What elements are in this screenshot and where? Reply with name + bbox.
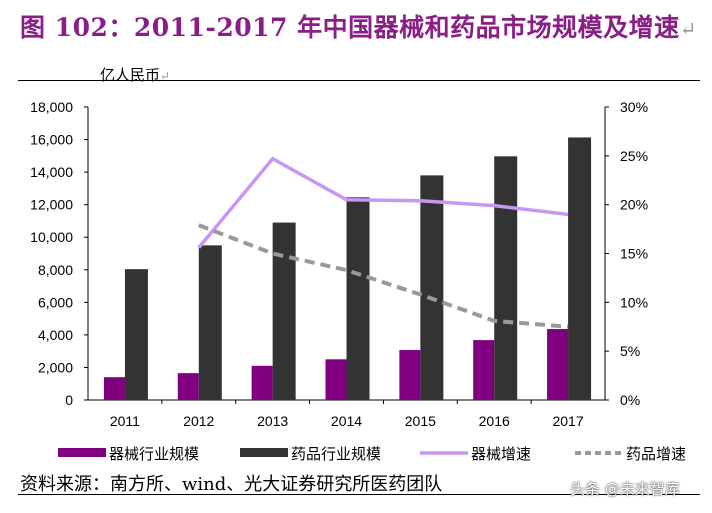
y2-tick-label: 20% <box>620 197 648 213</box>
bar-device <box>103 377 125 400</box>
y2-tick-label: 0% <box>620 392 640 408</box>
bottom-rule <box>18 494 700 495</box>
unit-label: 亿人民币↵ <box>100 66 171 84</box>
y-tick-label: 2,000 <box>38 359 73 375</box>
y-tick-label: 0 <box>65 392 73 408</box>
y-tick-label: 10,000 <box>30 229 73 245</box>
bar-pharma <box>420 175 444 400</box>
source-note: 资料来源：南方所、wind、光大证券研究所医药团队 <box>20 474 443 495</box>
y2-tick-label: 10% <box>620 294 648 310</box>
x-tick-label: 2017 <box>552 413 583 429</box>
x-tick-label: 2016 <box>479 413 510 429</box>
bar-device <box>473 340 495 400</box>
legend-label: 药品行业规模 <box>291 446 381 463</box>
bar-pharma <box>124 269 148 400</box>
y-tick-label: 18,000 <box>30 99 73 115</box>
legend-label: 器械行业规模 <box>109 446 199 463</box>
y-tick-label: 12,000 <box>30 197 73 213</box>
y-tick-label: 4,000 <box>38 327 73 343</box>
bar-device <box>325 359 347 400</box>
line-device-growth <box>197 156 569 249</box>
watermark: 头条 @未来智库 <box>570 480 680 498</box>
figure-title: 图 102：2011-2017 年中国器械和药品市场规模及增速↵ <box>20 13 697 42</box>
legend-swatch <box>58 448 106 457</box>
x-tick-label: 2012 <box>183 413 214 429</box>
y2-tick-label: 5% <box>620 343 640 359</box>
bar-pharma <box>568 137 592 400</box>
y-tick-label: 6,000 <box>38 294 73 310</box>
y2-tick-label: 25% <box>620 148 648 164</box>
bar-pharma <box>272 222 296 400</box>
legend-swatch <box>240 448 288 457</box>
bar-pharma <box>494 156 518 400</box>
legend-label: 药品增速 <box>626 446 686 463</box>
bar-device <box>251 365 273 400</box>
bar-device <box>547 329 569 400</box>
y-tick-label: 8,000 <box>38 262 73 278</box>
bar-device <box>399 350 421 400</box>
y-tick-label: 14,000 <box>30 164 73 180</box>
bar-device <box>177 373 199 400</box>
y-tick-label: 16,000 <box>30 132 73 148</box>
line-pharma-growth <box>198 223 569 329</box>
bar-pharma <box>346 197 370 400</box>
y2-tick-label: 15% <box>620 246 648 262</box>
x-tick-label: 2015 <box>405 413 436 429</box>
legend-label: 器械增速 <box>471 446 531 463</box>
top-rule <box>18 80 700 81</box>
y2-tick-label: 30% <box>620 99 648 115</box>
bar-pharma <box>198 245 222 400</box>
x-tick-label: 2013 <box>257 413 288 429</box>
x-tick-label: 2014 <box>331 413 362 429</box>
x-tick-label: 2011 <box>110 413 140 429</box>
